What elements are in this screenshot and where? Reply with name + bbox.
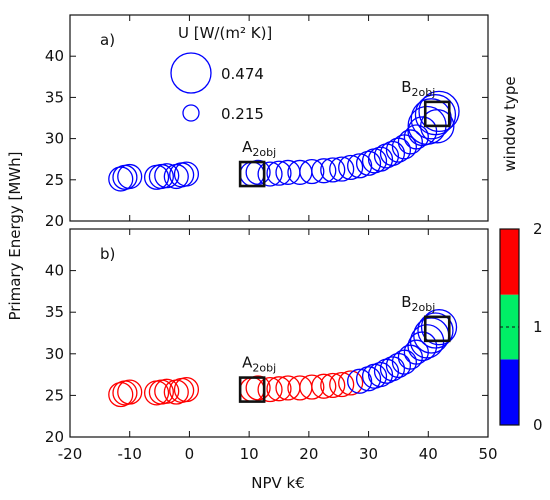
panel-b-data-point: [154, 378, 180, 404]
panel-a-marker-B: [423, 100, 451, 128]
colorbar-tick-label: 1: [533, 318, 543, 336]
panel-a-data-point: [355, 150, 382, 176]
panel-b-data-point: [108, 381, 134, 408]
panel-a-tag: a): [100, 31, 115, 49]
panel-a: 20 25 30 35 40 a) A2obj B2obj U [W/(m² K)] 0.474 0…: [45, 14, 489, 230]
panel-a-data-point: [112, 164, 138, 190]
colorbar-tick-label: 2: [533, 220, 543, 238]
x-axis-label: NPV k€: [251, 474, 305, 492]
panel-b-data-point: [245, 375, 271, 401]
panel-a-data-point: [379, 140, 406, 167]
panel-a-data-point: [338, 154, 364, 181]
x-tick-label: 10: [240, 445, 259, 463]
panel-b-data-point: [347, 368, 373, 394]
panel-b-y-tick-label: 25: [45, 386, 64, 404]
panel-a-data-point: [329, 156, 355, 182]
panel-b-data-point: [367, 362, 394, 388]
panel-a-data-point: [347, 153, 373, 179]
panel-b-y-tick-label: 40: [45, 262, 64, 280]
colorbar-segment: [500, 294, 519, 360]
size-legend-title: U [W/(m² K)]: [178, 24, 272, 42]
colorbar-tick-label: 0: [533, 416, 543, 434]
panel-b-data-point: [173, 376, 200, 403]
x-tick-label: -10: [117, 445, 142, 463]
size-legend-label: 0.215: [221, 105, 264, 123]
panel-b-marker-label-B: B2obj: [401, 293, 435, 314]
colorbar-segment: [500, 229, 519, 295]
size-legend-circle: [170, 52, 212, 94]
panel-a-marker-A: [238, 160, 266, 188]
panel-b-data-point: [420, 309, 458, 346]
colorbar: 0 1 2 window type: [499, 76, 543, 434]
panel-b-marker-A: [238, 376, 266, 403]
panel-a-data-point: [418, 90, 460, 133]
panel-b-tag: b): [100, 245, 115, 263]
panel-b-y-tick-label: 20: [45, 428, 64, 446]
panel-b-data-point: [257, 376, 283, 403]
panel-a-data-point: [410, 98, 452, 140]
panel-b-y-tick-label: 30: [45, 345, 64, 363]
x-tick-label: 20: [299, 445, 318, 463]
panel-a-y-tick-label: 35: [45, 88, 64, 106]
panel-b-data-point: [266, 376, 292, 402]
size-legend-circle: [182, 104, 200, 122]
x-tick-label: 50: [478, 445, 497, 463]
panel-a-data-point: [367, 146, 394, 172]
panel-a-data-point: [320, 157, 346, 183]
panel-b-data-point: [338, 370, 364, 396]
panel-a-data-point: [154, 163, 180, 189]
panel-b-y-tick-label: 35: [45, 303, 64, 321]
panel-b: 20 25 30 35 40 -20 -10 0 10 20 30 40 50 b) A2obj B2obj: [45, 228, 498, 463]
panel-b-data-point: [355, 366, 382, 392]
panel-b-data-point: [112, 380, 138, 406]
panel-a-y-tick-label: 30: [45, 130, 64, 148]
panel-b-frame: [69, 228, 489, 438]
panel-b-data-point: [417, 312, 454, 349]
panel-a-frame: [69, 14, 489, 222]
panel-a-data-point: [257, 161, 283, 187]
panel-a-data-point: [245, 159, 271, 185]
colorbar-title: window type: [501, 76, 519, 171]
panel-b-data-point: [379, 356, 406, 382]
panel-b-data-point: [299, 374, 325, 400]
x-tick-label: 30: [359, 445, 378, 463]
panel-a-y-tick-label: 25: [45, 171, 64, 189]
panel-a-data-point: [266, 160, 292, 186]
panel-b-marker-B: [423, 315, 451, 343]
panel-b-data-point: [320, 372, 346, 399]
x-tick-label: 40: [419, 445, 438, 463]
size-legend-label: 0.474: [221, 65, 264, 83]
panel-a-data-point: [299, 158, 325, 185]
panel-b-data-point: [373, 358, 400, 384]
panel-a-data-point: [311, 158, 337, 184]
panel-a-y-tick-label: 20: [45, 212, 64, 230]
panel-a-data-point: [108, 166, 134, 192]
panel-b-marker-label-A: A2obj: [242, 354, 276, 375]
colorbar-segment: [500, 359, 519, 425]
x-tick-label: -20: [58, 445, 83, 463]
panel-a-data-point: [117, 163, 143, 190]
panel-a-data-point: [414, 94, 457, 136]
x-tick-label: 0: [185, 445, 195, 463]
panel-a-data-point: [420, 109, 455, 144]
panel-a-data-point: [397, 129, 423, 155]
panel-a-data-point: [173, 161, 200, 187]
y-axis-label: Primary Energy [MWh]: [6, 152, 24, 321]
panel-a-data-point: [373, 143, 400, 169]
panel-a-y-tick-label: 40: [45, 47, 64, 65]
panel-b-data-point: [311, 373, 337, 399]
panel-b-data-point: [329, 371, 355, 398]
panel-b-data-point: [117, 379, 143, 405]
panel-a-marker-label-A: A2obj: [242, 138, 276, 159]
axes-labels: NPV k€ Primary Energy [MWh]: [6, 152, 305, 493]
panel-a-data-point: [403, 124, 429, 150]
panel-a-marker-label-B: B2obj: [401, 78, 435, 99]
